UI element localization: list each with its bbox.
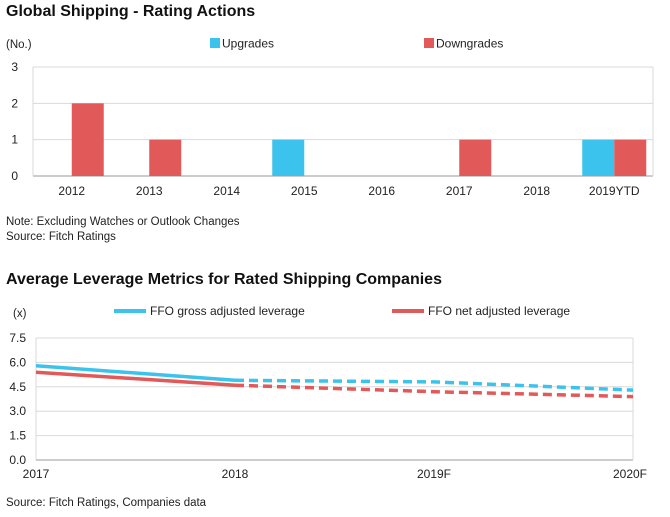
series-1-actual-line [35, 363, 236, 383]
bar-upgrades [582, 139, 615, 176]
y-tick-label: 6.0 [9, 355, 26, 369]
x-tick-label: 2017 [446, 184, 473, 198]
y-tick-label: 1 [11, 133, 18, 147]
series-2-forecast-line [234, 383, 634, 399]
y-tick-label: 3 [11, 60, 18, 74]
x-tick-label: 2018 [523, 184, 550, 198]
legend-swatch-upgrades [210, 38, 220, 48]
chart2-source: Source: Fitch Ratings, Companies data [6, 497, 207, 509]
y-tick-label: 7.5 [9, 331, 26, 345]
x-tick-label: 2013 [136, 184, 163, 198]
y-tick-label: 0.0 [9, 453, 26, 467]
x-tick-label: 2019F [417, 467, 451, 481]
leverage-metrics-chart: (x) FFO gross adjusted leverage FFO net ad… [9, 304, 647, 481]
bar-downgrades [149, 139, 182, 176]
chart1-source: Source: Fitch Ratings [6, 231, 116, 243]
legend-label-upgrades: Upgrades [222, 37, 274, 51]
chart1-title: Global Shipping - Rating Actions [6, 3, 256, 20]
y-tick-label: 2 [11, 96, 18, 110]
legend-label-series-1: FFO gross adjusted leverage [150, 304, 305, 318]
y-unit-label: (x) [13, 308, 27, 320]
x-tick-label: 2017 [23, 467, 50, 481]
series-1-forecast-line [234, 378, 634, 392]
y-tick-label: 3.0 [9, 404, 26, 418]
chart1-note: Note: Excluding Watches or Outlook Chang… [6, 216, 240, 228]
legend-label-series-2: FFO net adjusted leverage [428, 304, 570, 318]
y-tick-label: 1.5 [9, 429, 26, 443]
bar-downgrades [459, 139, 492, 176]
bar-downgrades [614, 139, 647, 176]
bar-downgrades [71, 103, 104, 176]
x-tick-label: 2012 [58, 184, 85, 198]
y-unit-label: (No.) [6, 39, 32, 51]
y-tick-label: 0 [11, 169, 18, 183]
x-tick-label: 2015 [291, 184, 318, 198]
series-2-actual-line [35, 370, 236, 387]
legend-swatch-downgrades [424, 38, 434, 48]
bar-upgrades [272, 139, 305, 176]
x-tick-label: 2016 [368, 184, 395, 198]
x-tick-label: 2020F [613, 467, 647, 481]
x-tick-label: 2014 [213, 184, 240, 198]
y-tick-label: 4.5 [9, 380, 26, 394]
x-tick-label: 2018 [222, 467, 249, 481]
legend-label-downgrades: Downgrades [436, 37, 503, 51]
chart2-title: Average Leverage Metrics for Rated Shipp… [6, 271, 442, 288]
rating-actions-chart: (No.) Upgrades Downgrades 3 2 1 0 2012 2013 2014 2… [6, 37, 654, 198]
x-tick-label: 2019YTD [589, 184, 640, 198]
